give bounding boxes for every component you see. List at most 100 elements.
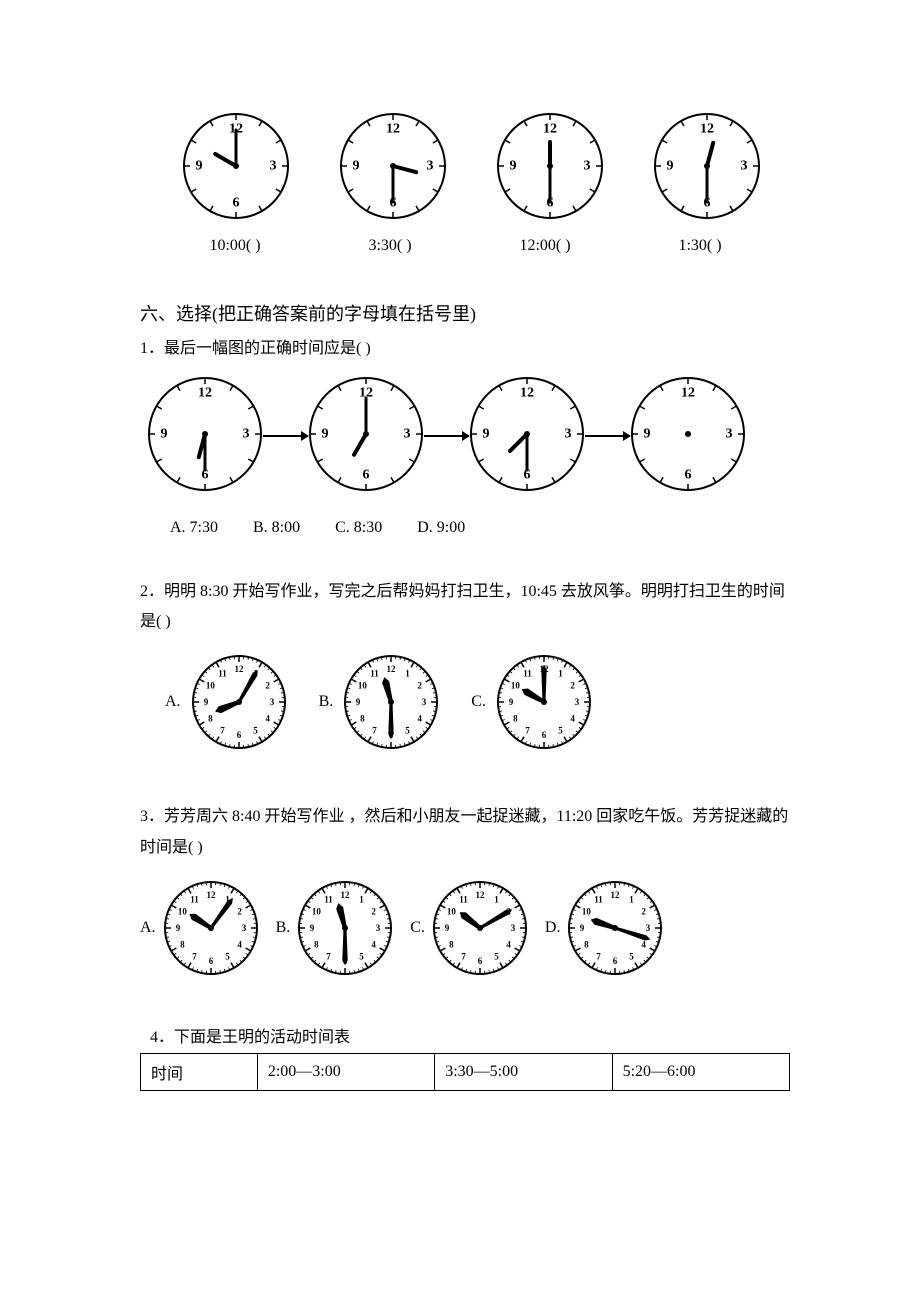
svg-text:10: 10 [511,681,520,691]
svg-text:9: 9 [509,697,514,707]
svg-text:6: 6 [478,956,483,966]
svg-text:9: 9 [310,923,315,933]
q1-option-1: B. 8:00 [253,519,300,536]
svg-text:6: 6 [233,196,240,211]
q3-option-3: D.121234567891011 [545,878,666,978]
q3-option-2: C.121234567891011 [410,878,530,978]
q2-option-1: B.121234567891011 [319,652,442,752]
svg-text:2: 2 [642,907,647,917]
svg-text:6: 6 [236,730,241,740]
svg-text:9: 9 [322,426,329,441]
svg-text:9: 9 [510,159,517,174]
svg-text:7: 7 [461,952,466,962]
svg-text:8: 8 [513,714,518,724]
top-clock-label-3: 1:30( ) [645,237,755,255]
q2-option-2: C.121234567891011 [471,652,594,752]
svg-text:7: 7 [220,726,225,736]
q2-text: 2．明明 8:30 开始写作业，写完之后帮妈妈打扫卫生，10:45 去放风筝。明… [140,577,790,638]
svg-text:10: 10 [358,681,368,691]
option-letter: B. [276,919,291,937]
svg-text:10: 10 [205,681,215,691]
svg-text:4: 4 [642,940,647,950]
svg-text:7: 7 [597,952,602,962]
svg-text:7: 7 [525,726,530,736]
svg-text:11: 11 [190,895,199,905]
svg-text:12: 12 [700,122,714,137]
svg-text:3: 3 [646,923,651,933]
q1-clock-0: 12369 [145,374,265,499]
svg-text:5: 5 [494,952,499,962]
svg-text:5: 5 [405,726,410,736]
q3-option-1: B.121234567891011 [276,878,396,978]
top-label-row: 10:00( )3:30( )12:00( )1:30( ) [140,237,790,255]
svg-text:12: 12 [386,122,400,137]
svg-text:9: 9 [353,159,360,174]
svg-text:4: 4 [506,940,511,950]
sequence-arrow [263,435,308,437]
q1-clock-2: 12369 [467,374,587,499]
q1-clock-sequence: 12369123691236912369 [140,374,790,499]
top-clock-3: 12369 [651,110,763,222]
top-clock-0: 12369 [180,110,292,222]
svg-text:10: 10 [447,907,457,917]
svg-text:3: 3 [741,159,748,174]
q1-text: 1．最后一幅图的正确时间应是( ) [140,336,790,362]
q3-option-0: A.121234567891011 [140,878,261,978]
svg-text:11: 11 [523,669,532,679]
sequence-arrow [424,435,469,437]
top-clock-2: 12369 [494,110,606,222]
svg-text:4: 4 [372,940,377,950]
svg-text:12: 12 [341,890,351,900]
svg-text:5: 5 [225,952,230,962]
svg-text:3: 3 [241,923,246,933]
q4-cell-0: 时间 [141,1054,258,1091]
svg-text:12: 12 [198,385,212,400]
svg-text:5: 5 [253,726,258,736]
svg-text:6: 6 [613,956,618,966]
q4-cell-3: 5:20—6:00 [612,1054,789,1091]
svg-text:7: 7 [192,952,197,962]
q4-table: 时间2:00—3:003:30—5:005:20—6:00 [140,1053,790,1091]
q2-option-0: A.121234567891011 [165,652,289,752]
q3-options: A.121234567891011B.121234567891011C.1212… [140,878,790,978]
svg-text:3: 3 [376,923,381,933]
section-6-title: 六、选择(把正确答案前的字母填在括号里) [140,300,790,326]
svg-text:9: 9 [196,159,203,174]
svg-text:5: 5 [359,952,364,962]
svg-text:6: 6 [208,956,213,966]
svg-text:3: 3 [511,923,516,933]
svg-text:7: 7 [372,726,377,736]
svg-text:11: 11 [459,895,468,905]
svg-text:3: 3 [243,426,250,441]
svg-text:2: 2 [418,681,423,691]
svg-text:8: 8 [449,940,454,950]
svg-text:12: 12 [234,664,244,674]
svg-text:12: 12 [206,890,216,900]
svg-text:9: 9 [580,923,585,933]
top-clock-1: 12369 [337,110,449,222]
top-clock-label-1: 3:30( ) [335,237,445,255]
option-letter: C. [471,693,486,711]
svg-text:9: 9 [445,923,450,933]
svg-text:3: 3 [565,426,572,441]
option-letter: D. [545,919,561,937]
svg-text:4: 4 [570,714,575,724]
svg-text:8: 8 [314,940,319,950]
svg-text:6: 6 [363,467,370,482]
svg-text:1: 1 [558,669,563,679]
svg-text:3: 3 [575,697,580,707]
svg-text:10: 10 [177,907,187,917]
svg-text:4: 4 [265,714,270,724]
q4-intro: 4．下面是王明的活动时间表 [140,1023,790,1047]
sequence-arrow [585,435,630,437]
svg-text:1: 1 [405,669,410,679]
svg-text:12: 12 [681,385,695,400]
q1-option-3: D. 9:00 [417,519,465,536]
svg-text:8: 8 [360,714,365,724]
q3-text: 3．芳芳周六 8:40 开始写作业 ，然后和小朋友一起捉迷藏，11:20 回家吃… [140,802,790,863]
top-clock-label-0: 10:00( ) [180,237,290,255]
svg-text:7: 7 [326,952,331,962]
svg-text:1: 1 [630,895,635,905]
q1-options: A. 7:30B. 8:00C. 8:30D. 9:00 [140,519,790,537]
svg-text:11: 11 [324,895,333,905]
